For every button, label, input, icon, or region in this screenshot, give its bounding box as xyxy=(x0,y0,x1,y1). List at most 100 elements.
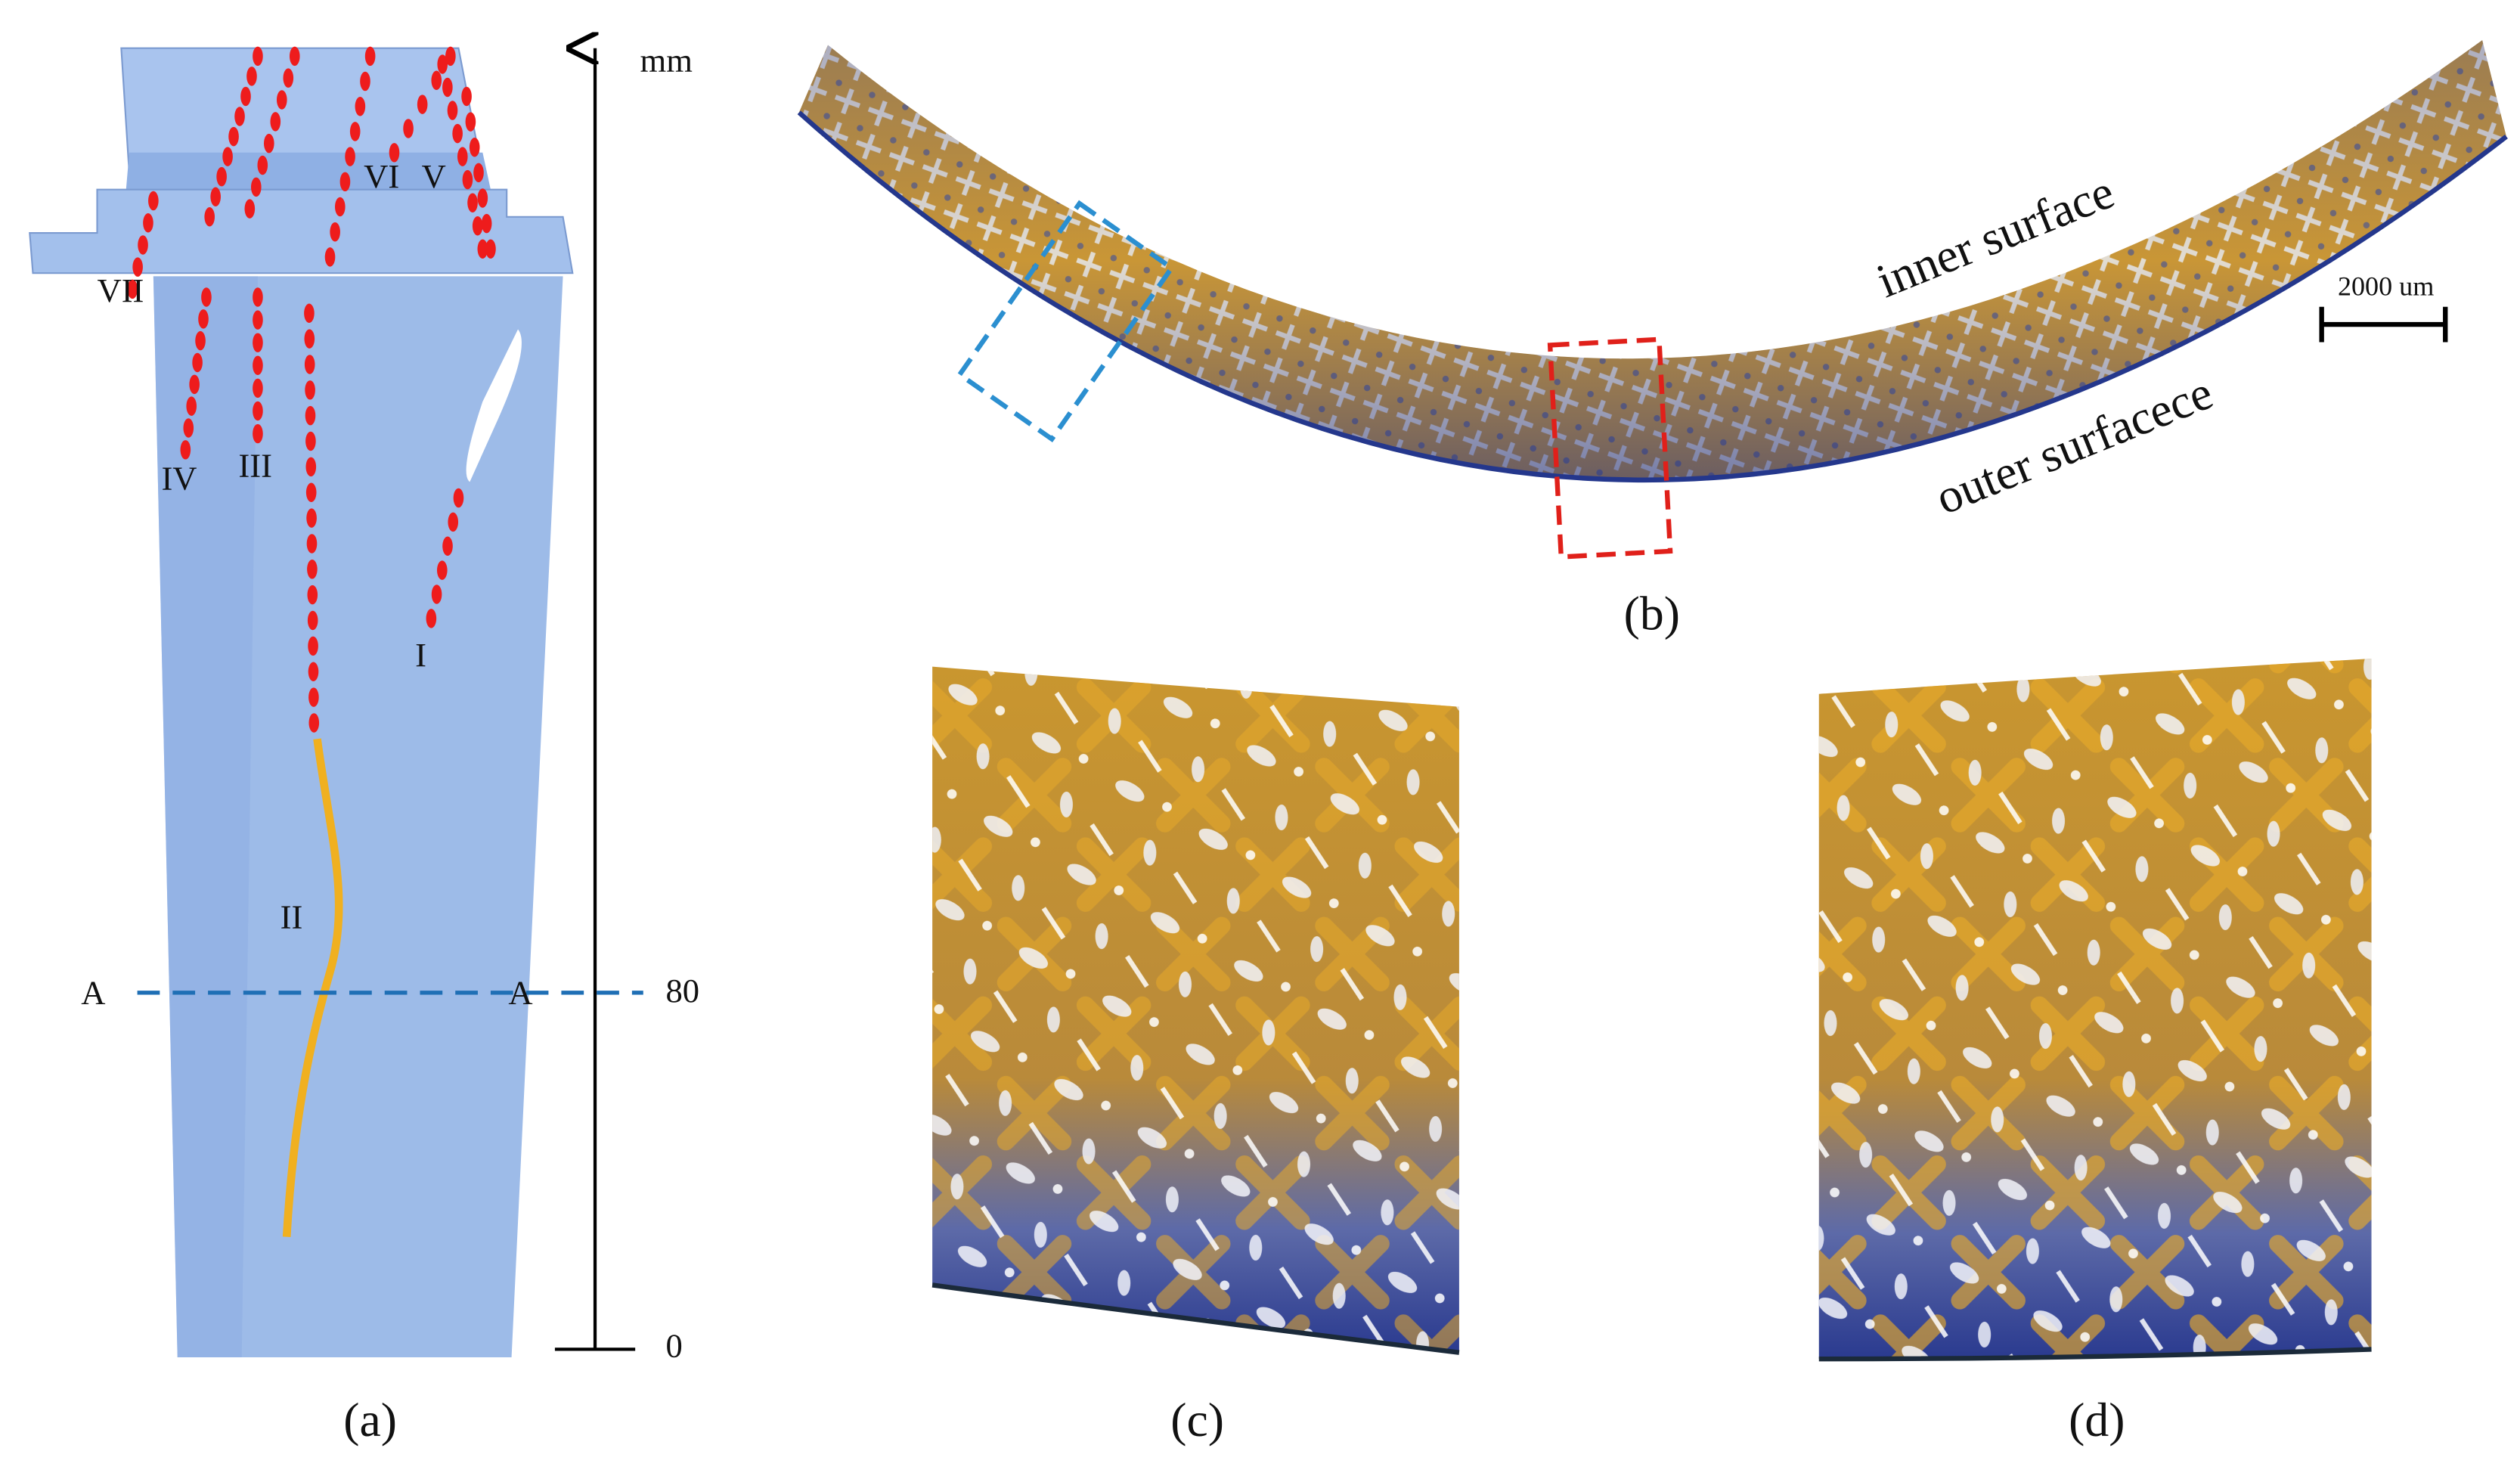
crack-dot xyxy=(447,101,458,120)
crack-dot xyxy=(307,585,318,605)
crack-dot xyxy=(453,488,464,508)
crack-dot xyxy=(240,86,251,107)
cross-section-edges xyxy=(798,40,2506,480)
crack-dot xyxy=(304,355,315,374)
crack-dot xyxy=(306,508,317,528)
crack-dot xyxy=(442,77,453,98)
crack-dot xyxy=(253,287,263,307)
scale-bar-label: 2000 um xyxy=(2338,271,2434,302)
blade-airfoil xyxy=(153,276,563,1358)
crack-dot xyxy=(417,95,428,114)
crack-dot xyxy=(305,380,315,400)
crack-dot xyxy=(253,310,263,330)
outer-edge xyxy=(797,110,2508,482)
crack-dot xyxy=(355,96,366,116)
section-label: A xyxy=(81,973,105,1011)
crack-dot xyxy=(276,90,287,110)
crack-dot xyxy=(132,257,143,277)
crack-dot xyxy=(183,418,194,438)
crack-label: VII xyxy=(97,271,144,309)
crack-dot xyxy=(251,177,262,197)
crack-dot xyxy=(469,137,480,157)
crack-dot xyxy=(143,213,153,233)
crack-label: V xyxy=(422,157,446,195)
micrograph-d: (d) xyxy=(1818,658,2372,1447)
axis-tick-label: 0 xyxy=(666,1327,683,1365)
crack-dot xyxy=(148,191,159,211)
crack-dot xyxy=(305,405,316,426)
micrograph-interdendritic xyxy=(1818,658,2372,1360)
crack-dot xyxy=(349,122,361,141)
crack-dot xyxy=(330,222,340,242)
crack-dot xyxy=(437,54,448,74)
crack-dot xyxy=(253,355,263,376)
section-panel: inner surface outer surfacece 2000 um (b… xyxy=(797,40,2508,640)
crack-dot xyxy=(289,46,300,67)
crack-dot xyxy=(257,155,268,175)
crack-dot xyxy=(234,107,245,126)
crack-dot xyxy=(364,46,376,67)
crack-dot xyxy=(253,423,263,444)
crack-dot xyxy=(426,609,437,628)
crack-dot xyxy=(305,457,317,477)
crack-dot xyxy=(305,482,317,502)
crack-dot xyxy=(253,378,263,398)
worn-streak xyxy=(466,329,522,482)
crack-label: VI xyxy=(364,157,399,195)
crack-dot xyxy=(431,585,442,604)
crack-label: IV xyxy=(161,460,197,498)
crack-dot xyxy=(304,329,315,349)
axis-tick-label: 80 xyxy=(666,972,700,1009)
crack-dot xyxy=(431,70,442,90)
crack-dot xyxy=(204,207,215,227)
panel-caption: (a) xyxy=(343,1393,397,1447)
micrograph-interdendritic xyxy=(932,666,1459,1353)
panel-caption: (d) xyxy=(2069,1393,2125,1447)
crack-dot xyxy=(389,143,400,163)
crack-dot xyxy=(481,213,492,234)
axis-unit: mm xyxy=(640,42,693,79)
crack-dot xyxy=(210,187,221,206)
blade-shading xyxy=(153,276,258,1358)
crack-dot xyxy=(473,163,484,183)
crack-dots xyxy=(127,46,496,733)
crack-dot xyxy=(244,199,256,219)
crack-dot xyxy=(308,687,319,707)
crack-dot xyxy=(360,71,370,91)
crack-dot xyxy=(263,133,274,154)
crack-dot xyxy=(216,166,227,187)
crack-dot xyxy=(253,401,263,421)
crack-dot xyxy=(270,112,281,132)
crack-dot xyxy=(127,279,138,299)
crack-dot xyxy=(189,374,200,395)
crack-dot xyxy=(305,431,316,451)
blade-platform xyxy=(29,188,574,274)
crack-dot xyxy=(461,86,472,107)
crack-dot xyxy=(201,287,212,307)
crack-dot xyxy=(436,560,448,580)
crack-dot xyxy=(339,172,351,192)
crack-label: II xyxy=(281,898,303,935)
crack-dot xyxy=(186,396,197,416)
crack-dot xyxy=(307,560,318,579)
crack-dot xyxy=(445,46,456,67)
panel-caption: (c) xyxy=(1170,1393,1224,1447)
crack-label: III xyxy=(238,447,272,485)
crack-dot xyxy=(195,330,206,351)
crack-dot xyxy=(448,512,459,532)
micrograph-edge xyxy=(931,1282,1460,1355)
crack-dot xyxy=(180,440,191,460)
panel-caption: (b) xyxy=(1624,586,1680,640)
crack-dot xyxy=(222,147,233,166)
section-label: A xyxy=(508,973,532,1011)
crack-dot xyxy=(304,303,315,323)
crack-dot xyxy=(192,352,203,373)
crack-dot xyxy=(307,610,318,631)
micrograph-edge xyxy=(1818,1347,2372,1362)
crack-dot xyxy=(306,534,318,554)
crack-dot xyxy=(345,147,355,166)
crack-dot xyxy=(308,662,319,681)
crack-dot xyxy=(403,119,414,138)
